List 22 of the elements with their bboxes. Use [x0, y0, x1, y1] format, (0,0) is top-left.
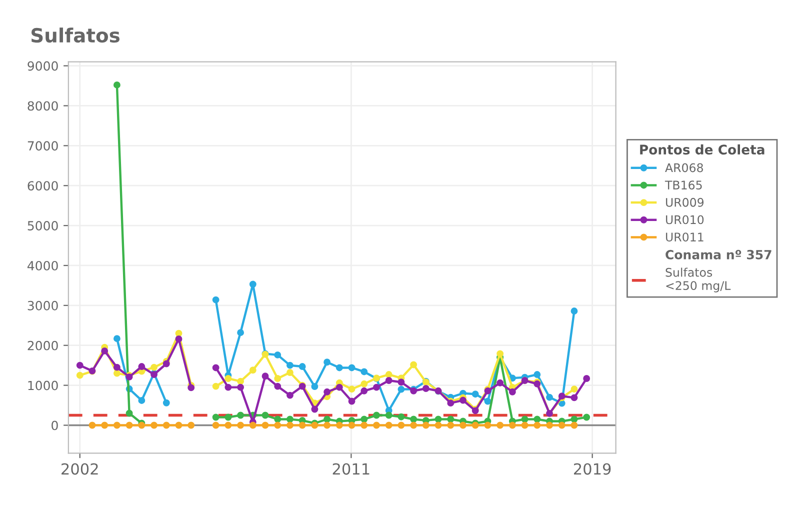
legend-label: Sulfatos <250 mg/L [666, 268, 731, 292]
y-tick-label: 2000 [28, 340, 58, 350]
x-tick-label: 2019 [574, 463, 611, 475]
y-tick-label: 1000 [28, 380, 58, 390]
y-tick-label: 5000 [28, 221, 58, 230]
text: Conama nº 357 [666, 250, 772, 260]
legend-label: UR009 [666, 198, 704, 207]
y-tick-label: 4000 [28, 260, 58, 270]
y-tick-label: 0 [52, 420, 58, 430]
x-tick-label: 2011 [332, 463, 370, 475]
y-tick-label: 8000 [28, 101, 58, 111]
legend-label: UR010 [666, 215, 704, 224]
y-tick-label: 6000 [28, 181, 58, 191]
y-tick-label: 3000 [28, 300, 58, 310]
legend-label: UR011 [666, 232, 704, 242]
x-tick-label: 2002 [62, 463, 98, 475]
y-tick-label: 7000 [28, 141, 58, 151]
legend-label: AR068 [665, 163, 703, 172]
chart-title: Sulfatos [32, 28, 120, 43]
y-tick-label: 9000 [28, 61, 58, 71]
legend-title: Pontos de Coleta [640, 144, 764, 155]
legend-label: TB165 [664, 180, 702, 190]
